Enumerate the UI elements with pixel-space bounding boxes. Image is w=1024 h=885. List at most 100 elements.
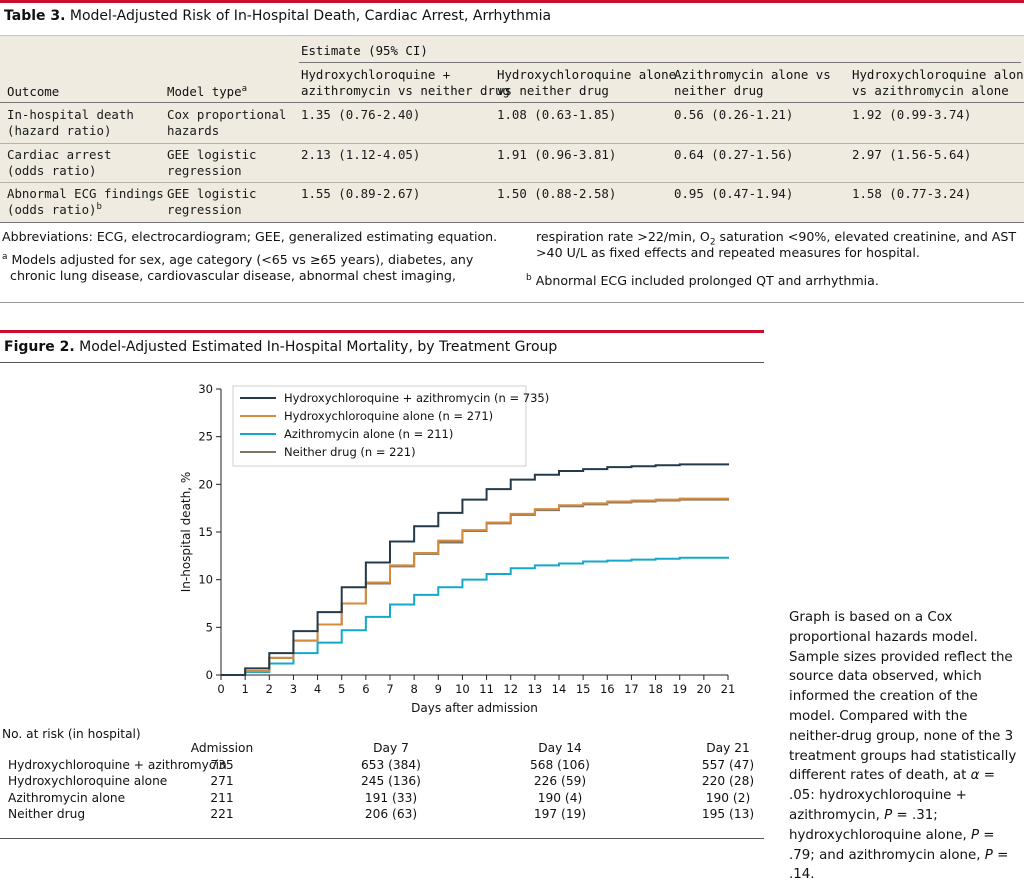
risk-table-header: Admission	[190, 741, 254, 755]
legend-entry: Neither drug (n = 221)	[284, 445, 416, 459]
x-tick-label: 20	[697, 682, 712, 696]
outcome-line1: Cardiac arrest	[7, 147, 112, 162]
section-divider	[0, 302, 1024, 303]
note-alpha: α	[970, 768, 980, 784]
table3-abbreviations: Abbreviations: ECG, electrocardiogram; G…	[2, 229, 498, 244]
figure2-caption-text: Model-Adjusted Estimated In-Hospital Mor…	[74, 339, 558, 355]
table-row-model-type: GEE logistic regression	[167, 186, 257, 218]
col-header-model-type-text: Model type	[167, 84, 242, 99]
note-p2: P	[970, 827, 980, 843]
model-type-line2: regression	[167, 163, 242, 178]
table-cell-estimate: 1.92 (0.99-3.74)	[852, 107, 972, 122]
model-type-line2: hazards	[167, 123, 220, 138]
x-tick-label: 13	[528, 682, 543, 696]
figure2-top-rule	[0, 330, 764, 333]
outcome-line2: (odds ratio)	[7, 202, 97, 217]
model-type-line2: regression	[167, 202, 242, 217]
col-header-azm-line2: neither drug	[674, 83, 764, 98]
risk-table-row-label: Hydroxychloroquine + azithromycin	[8, 758, 227, 772]
col-header-hcq-line2: vs neither drug	[497, 83, 609, 98]
legend-box	[232, 385, 527, 467]
col-header-hcq: Hydroxychloroquine alone vs neither drug	[497, 67, 676, 99]
x-tick-label: 0	[217, 682, 224, 696]
table-row-outcome: In-hospital death (hazard ratio)	[7, 107, 134, 139]
footnote-a-mark: a	[2, 251, 8, 262]
risk-table-cell: 197 (19)	[533, 806, 587, 821]
x-tick-label: 16	[600, 682, 615, 696]
series-line-3	[221, 498, 729, 676]
x-tick-label: 11	[479, 682, 494, 696]
model-type-line1: GEE logistic	[167, 186, 257, 201]
col-header-hcq-vs-azm: Hydroxychloroquine alone vs azithromycin…	[852, 67, 1024, 99]
x-tick-label: 5	[338, 682, 345, 696]
figure2-note: Graph is based on a Cox proportional haz…	[789, 608, 1021, 885]
table-cell-estimate: 0.64 (0.27-1.56)	[674, 147, 794, 162]
y-axis-label: In-hospital death, %	[179, 472, 193, 593]
note-p1: P	[884, 807, 893, 823]
x-tick-label: 7	[386, 682, 393, 696]
table-cell-estimate: 1.35 (0.76-2.40)	[301, 107, 421, 122]
risk-table-cell: 568 (106)	[530, 758, 590, 772]
outcome-line1: Abnormal ECG findings	[7, 186, 164, 201]
table-cell-estimate: 2.13 (1.12-4.05)	[301, 147, 421, 162]
legend-entry: Hydroxychloroquine + azithromycin (n = 7…	[284, 391, 549, 405]
note-part-b: = .05: hydroxychloroquine + azithromycin…	[789, 768, 995, 823]
table-cell-estimate: 1.50 (0.88-2.58)	[497, 186, 617, 201]
table3-caption-label: Table 3.	[4, 8, 66, 24]
footnote-b-text: Abnormal ECG included prolonged QT and a…	[531, 273, 879, 288]
figure2-caption-rule	[0, 362, 764, 363]
figure2-caption: Figure 2. Model-Adjusted Estimated In-Ho…	[4, 339, 557, 355]
footnote-a-line1: Models adjusted for sex, age category (<…	[7, 252, 474, 267]
outcome-line2: (odds ratio)	[7, 163, 97, 178]
legend-entry: Hydroxychloroquine alone (n = 271)	[284, 409, 493, 423]
y-tick-label: 5	[206, 620, 213, 634]
table-cell-estimate: 1.91 (0.96-3.81)	[497, 147, 617, 162]
model-type-line1: GEE logistic	[167, 147, 257, 162]
risk-table-cell: 271	[210, 774, 234, 789]
risk-table-cell: 221	[210, 806, 234, 821]
y-tick-label: 15	[198, 525, 213, 539]
col-header-hcq-azm-line1: Hydroxychloroquine +	[301, 67, 451, 82]
table-cell-estimate: 1.08 (0.63-1.85)	[497, 107, 617, 122]
table3-footnote-a: a Models adjusted for sex, age category …	[2, 252, 473, 284]
risk-table-cell: 735	[210, 758, 234, 772]
footnote-b-mark: b	[526, 272, 532, 283]
footnote-a-line3-pre: respiration rate >22/min, O	[536, 229, 710, 244]
footnote-a-line3-sub: 2	[709, 237, 716, 248]
x-tick-label: 12	[503, 682, 518, 696]
x-tick-label: 10	[455, 682, 470, 696]
col-header-hcq-line1: Hydroxychloroquine alone	[497, 67, 677, 82]
col-header-model-type-sup: a	[241, 83, 248, 94]
col-header-hcq-azm: Hydroxychloroquine + azithromycin vs nei…	[301, 67, 510, 99]
footnote-a-line2: chronic lung disease, cardiovascular dis…	[10, 268, 456, 283]
table-row-outcome: Abnormal ECG findings (odds ratio)b	[7, 186, 164, 218]
risk-table-cell: 557 (47)	[701, 758, 755, 772]
x-tick-label: 17	[624, 682, 639, 696]
risk-table-cell: 190 (4)	[537, 790, 583, 805]
y-tick-label: 25	[198, 430, 213, 444]
footnote-a-line4: >40 U/L as fixed effects and repeated me…	[536, 245, 920, 260]
row-divider-1	[0, 143, 1024, 144]
header-bottom-rule	[0, 102, 1024, 103]
table3-footnote-b: b Abnormal ECG included prolonged QT and…	[526, 273, 879, 289]
outcome-line2: (hazard ratio)	[7, 123, 112, 138]
table-cell-estimate: 0.95 (0.47-1.94)	[674, 186, 794, 201]
x-tick-label: 6	[362, 682, 369, 696]
col-header-model-type: Model typea	[167, 84, 247, 100]
figure2-bottom-rule	[0, 838, 764, 839]
figure2-caption-label: Figure 2.	[4, 339, 75, 355]
col-header-hcq-vs-azm-line1: Hydroxychloroquine alone	[852, 67, 1024, 82]
x-axis-label: Days after admission	[411, 701, 538, 715]
col-header-hcq-azm-line2: azithromycin vs neither drug	[301, 83, 510, 98]
risk-table-header: Day 21	[706, 741, 750, 755]
risk-table-cell: 206 (63)	[364, 806, 418, 821]
note-part-a: Graph is based on a Cox proportional haz…	[789, 610, 1017, 784]
risk-table-header: Day 7	[373, 741, 409, 755]
estimate-header-rule	[299, 62, 1021, 63]
row-divider-2	[0, 182, 1024, 183]
series-line-2	[221, 556, 729, 676]
risk-table-cell: 211	[210, 790, 234, 805]
y-tick-label: 0	[206, 668, 213, 682]
x-tick-label: 2	[266, 682, 273, 696]
risk-table-row-label: Azithromycin alone	[8, 790, 126, 805]
